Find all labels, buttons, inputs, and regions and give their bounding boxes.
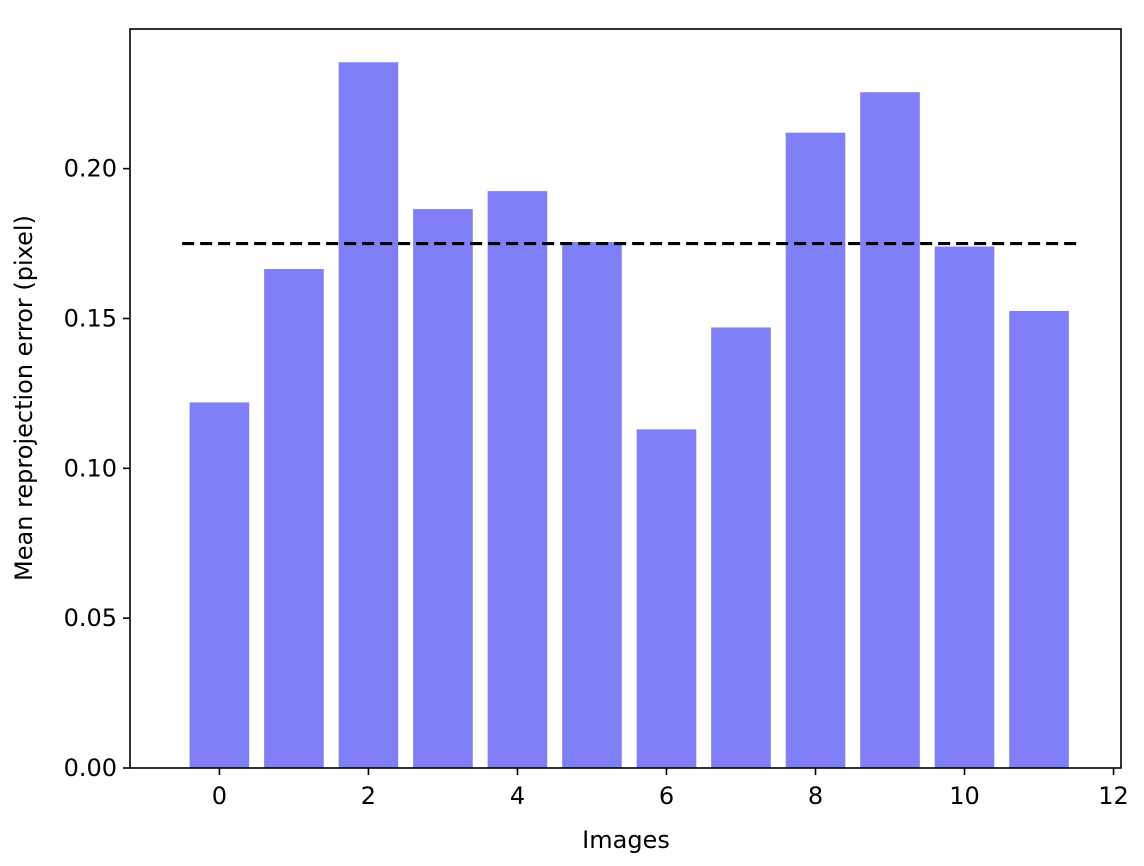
bars-group xyxy=(189,62,1069,769)
bar-10 xyxy=(934,246,995,769)
y-tick-label: 0.05 xyxy=(64,604,117,632)
bar-4 xyxy=(487,191,548,768)
bar-7 xyxy=(711,327,771,768)
x-tick-label: 12 xyxy=(1098,782,1129,810)
x-tick-label: 6 xyxy=(659,782,674,810)
y-tick-label: 0.15 xyxy=(64,304,117,332)
y-tick-label: 0.20 xyxy=(64,155,117,183)
x-tick-label: 8 xyxy=(808,782,823,810)
bar-9 xyxy=(860,92,920,768)
y-tick-label: 0.00 xyxy=(64,754,117,782)
y-tick-label: 0.10 xyxy=(64,454,117,482)
bar-6 xyxy=(636,429,697,768)
bar-11 xyxy=(1009,310,1069,768)
bar-3 xyxy=(413,209,473,768)
bar-2 xyxy=(338,62,399,769)
x-tick-label: 4 xyxy=(510,782,525,810)
y-axis-ticks: 0.00 0.05 0.10 0.15 0.20 xyxy=(64,155,130,782)
y-axis-label: Mean reprojection error (pixel) xyxy=(10,215,38,581)
x-tick-label: 10 xyxy=(949,782,980,810)
x-axis-label: Images xyxy=(582,826,670,854)
bar-0 xyxy=(189,402,250,768)
x-axis-ticks: 0 2 4 6 8 10 12 xyxy=(212,768,1129,810)
x-tick-label: 2 xyxy=(361,782,376,810)
bar-1 xyxy=(264,269,324,768)
bar-8 xyxy=(785,132,846,769)
plot-frame xyxy=(129,28,1122,769)
bar-5 xyxy=(562,242,622,768)
x-tick-label: 0 xyxy=(212,782,227,810)
